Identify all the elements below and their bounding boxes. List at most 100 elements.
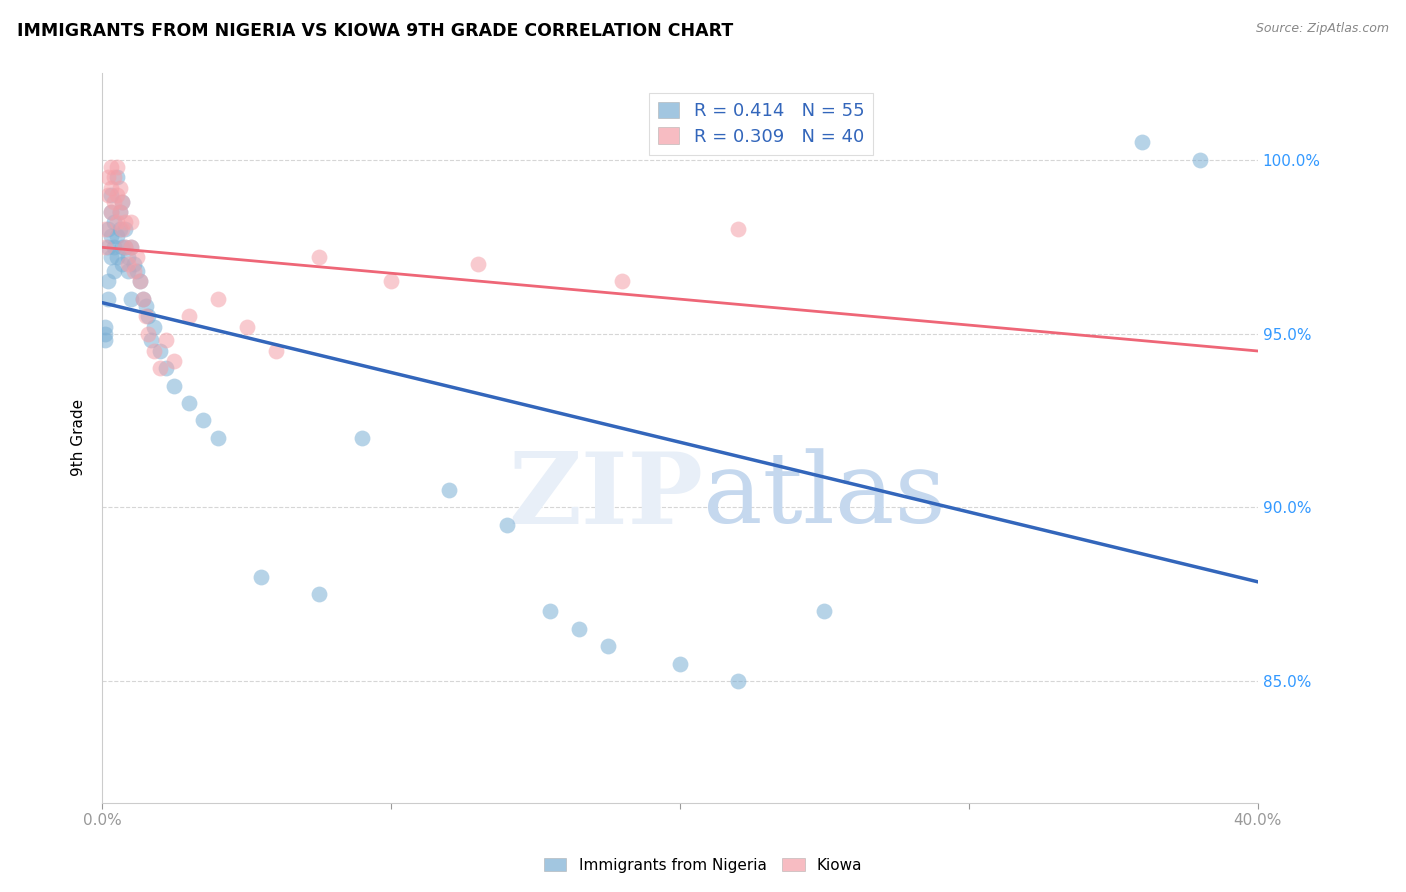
Legend: R = 0.414   N = 55, R = 0.309   N = 40: R = 0.414 N = 55, R = 0.309 N = 40 <box>648 93 873 154</box>
Point <box>467 257 489 271</box>
Y-axis label: 9th Grade: 9th Grade <box>72 400 86 476</box>
Point <box>114 240 136 254</box>
Point <box>131 292 153 306</box>
Point <box>100 205 122 219</box>
Point <box>114 215 136 229</box>
Point <box>352 431 374 445</box>
Point <box>100 187 122 202</box>
Point <box>97 187 120 202</box>
Point <box>117 250 139 264</box>
Point <box>138 309 160 323</box>
Point <box>108 205 131 219</box>
Point <box>141 334 163 348</box>
Point <box>120 240 142 254</box>
Point <box>100 160 122 174</box>
Point <box>1130 136 1153 150</box>
Point <box>100 250 122 264</box>
Point <box>105 170 128 185</box>
Point <box>235 319 257 334</box>
Point <box>727 222 749 236</box>
Point <box>100 205 122 219</box>
Point <box>1189 153 1212 167</box>
Point <box>103 215 125 229</box>
Point <box>94 222 117 236</box>
Point <box>308 587 330 601</box>
Point <box>177 396 200 410</box>
Point <box>103 170 125 185</box>
Point <box>193 413 215 427</box>
Point <box>669 657 692 671</box>
Point <box>103 194 125 209</box>
Point <box>596 639 619 653</box>
Text: Source: ZipAtlas.com: Source: ZipAtlas.com <box>1256 22 1389 36</box>
Point <box>111 240 134 254</box>
Point <box>97 222 120 236</box>
Point <box>813 604 835 618</box>
Point <box>103 240 125 254</box>
Point <box>727 673 749 688</box>
Point <box>120 292 142 306</box>
Point <box>120 215 142 229</box>
Point <box>108 205 131 219</box>
Point <box>437 483 460 497</box>
Point <box>495 517 517 532</box>
Point <box>100 229 122 244</box>
Point <box>105 160 128 174</box>
Point <box>111 194 134 209</box>
Point <box>155 334 177 348</box>
Point <box>143 343 166 358</box>
Point <box>177 309 200 323</box>
Point <box>94 240 117 254</box>
Point <box>105 215 128 229</box>
Point <box>568 622 591 636</box>
Point <box>138 326 160 341</box>
Point <box>125 264 148 278</box>
Point <box>105 229 128 244</box>
Point <box>128 274 150 288</box>
Point <box>114 222 136 236</box>
Point <box>114 240 136 254</box>
Point <box>207 431 229 445</box>
Point <box>117 257 139 271</box>
Point <box>125 250 148 264</box>
Point <box>250 570 273 584</box>
Point <box>108 180 131 194</box>
Point <box>131 292 153 306</box>
Point <box>120 240 142 254</box>
Point <box>97 292 120 306</box>
Point <box>111 257 134 271</box>
Point <box>108 222 131 236</box>
Point <box>100 180 122 194</box>
Point <box>149 343 172 358</box>
Point <box>128 274 150 288</box>
Point <box>163 354 186 368</box>
Text: ZIP: ZIP <box>508 448 703 545</box>
Point <box>149 361 172 376</box>
Point <box>264 343 287 358</box>
Point <box>105 187 128 202</box>
Point <box>97 274 120 288</box>
Point <box>94 326 117 341</box>
Point <box>135 309 157 323</box>
Point <box>105 250 128 264</box>
Point <box>163 378 186 392</box>
Point <box>117 264 139 278</box>
Point <box>111 194 134 209</box>
Point <box>94 334 117 348</box>
Point <box>111 222 134 236</box>
Point <box>207 292 229 306</box>
Point <box>97 170 120 185</box>
Point <box>122 257 145 271</box>
Point <box>143 319 166 334</box>
Point <box>155 361 177 376</box>
Text: atlas: atlas <box>703 448 946 544</box>
Point <box>122 264 145 278</box>
Point <box>97 240 120 254</box>
Point <box>612 274 634 288</box>
Text: IMMIGRANTS FROM NIGERIA VS KIOWA 9TH GRADE CORRELATION CHART: IMMIGRANTS FROM NIGERIA VS KIOWA 9TH GRA… <box>17 22 733 40</box>
Point <box>538 604 561 618</box>
Legend: Immigrants from Nigeria, Kiowa: Immigrants from Nigeria, Kiowa <box>538 853 868 877</box>
Point <box>308 250 330 264</box>
Point <box>135 299 157 313</box>
Point <box>103 264 125 278</box>
